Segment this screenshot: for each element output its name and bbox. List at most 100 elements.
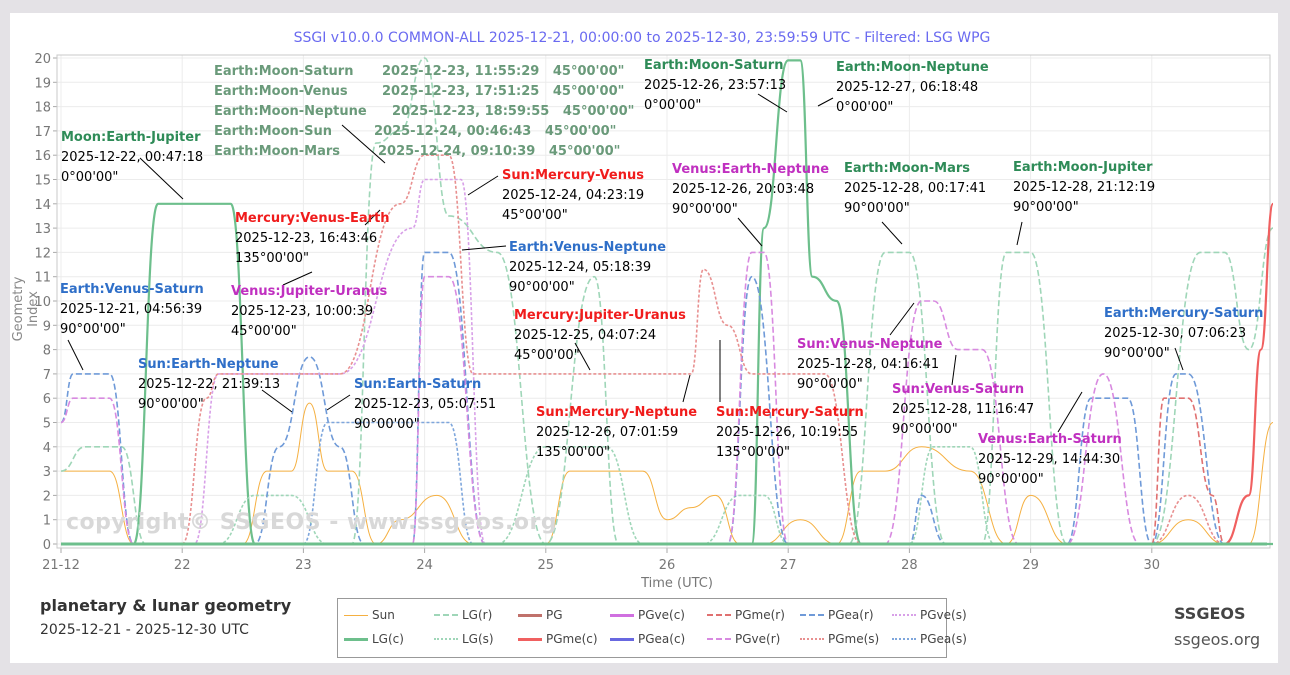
annotation-leader-line <box>1057 391 1083 433</box>
chart-legend: Sun LG(r) PG PGve(c) PGme(r) PGea(r) PGve(s) LG… <box>337 598 967 658</box>
legend-item[interactable]: LG(c) <box>344 632 404 646</box>
y-tick-label: 11 <box>34 271 51 286</box>
legend-swatch-icon <box>344 614 368 616</box>
x-tick-label: 28 <box>901 558 918 573</box>
series-line-pgea-s- <box>302 421 474 545</box>
y-axis-label: Geometry Index <box>11 276 41 342</box>
annotation-venus-jupiter-uranus: Venus:Jupiter-Uranus 2025-12-23, 10:00:3… <box>231 284 388 339</box>
legend-label: PGea(c) <box>638 632 686 646</box>
legend-item[interactable]: PGea(c) <box>610 632 685 646</box>
annotation-leader-line <box>1016 221 1023 246</box>
x-tick-label: 26 <box>659 558 676 573</box>
x-tick-label: 29 <box>1022 558 1039 573</box>
y-tick-label: 16 <box>34 149 51 164</box>
y-tick-label: 7 <box>43 368 51 383</box>
earth-moon-group-time: 2025-12-23, 11:55:29 45°00'00" <box>382 64 625 79</box>
y-tick-label: 17 <box>34 125 51 140</box>
legend-label: Sun <box>372 608 395 622</box>
legend-item[interactable]: Sun <box>344 608 395 622</box>
x-tick-label: 27 <box>780 558 797 573</box>
annotation-mercury-jupiter-uranus: Mercury:Jupiter-Uranus 2025-12-25, 04:07… <box>514 308 686 363</box>
annotation-earth-moon-neptune: Earth:Moon-Neptune 2025-12-27, 06:18:48 … <box>836 60 989 115</box>
y-tick-label: 1 <box>43 514 51 529</box>
annotation-leader-line <box>574 342 591 371</box>
legend-item[interactable]: PGme(c) <box>518 632 598 646</box>
legend-swatch-icon <box>610 637 634 641</box>
x-tick-label: 25 <box>538 558 555 573</box>
legend-swatch-icon <box>800 638 824 640</box>
legend-swatch-icon <box>707 614 731 616</box>
annotation-earth-venus-neptune: Earth:Venus-Neptune 2025-12-24, 05:18:39… <box>509 240 667 295</box>
legend-item[interactable]: PGea(s) <box>892 632 967 646</box>
y-tick-label: 19 <box>34 76 51 91</box>
annotation-leader-line <box>737 217 763 247</box>
annotation-leader-line <box>467 175 499 196</box>
legend-item[interactable]: PGme(s) <box>800 632 879 646</box>
annotation-venus-earth-saturn: Venus:Earth-Saturn 2025-12-29, 14:44:30 … <box>978 432 1122 487</box>
series-line-pgme-c- <box>1224 202 1275 546</box>
series-line-pgve-r- <box>60 251 1141 545</box>
footer-date-range: 2025-12-21 - 2025-12-30 UTC <box>40 622 249 638</box>
x-tick-label: 24 <box>416 558 433 573</box>
legend-swatch-icon <box>892 638 916 640</box>
legend-item[interactable]: LG(s) <box>434 632 494 646</box>
legend-swatch-icon <box>892 614 916 616</box>
annotation-mercury-venus-earth: Mercury:Venus-Earth 2025-12-23, 16:43:46… <box>235 211 390 266</box>
earth-moon-group-name: Earth:Moon-Neptune <box>214 104 367 119</box>
annotation-leader-line <box>326 394 351 411</box>
series-line-sun <box>60 402 1274 545</box>
legend-label: LG(r) <box>462 608 493 622</box>
legend-item[interactable]: PGea(r) <box>800 608 874 622</box>
legend-label: PGme(c) <box>546 632 598 646</box>
y-tick-label: 14 <box>34 198 51 213</box>
y-tick-label: 18 <box>34 101 51 116</box>
earth-moon-group-name: Earth:Moon-Sun <box>214 124 333 139</box>
legend-swatch-icon <box>610 613 634 617</box>
scrollbar-track[interactable] <box>1280 0 1290 675</box>
legend-label: LG(s) <box>462 632 494 646</box>
legend-label: PG <box>546 608 563 622</box>
legend-label: PGea(s) <box>920 632 967 646</box>
legend-item[interactable]: LG(r) <box>434 608 492 622</box>
annotation-earth-moon-mars: Earth:Moon-Mars 2025-12-28, 00:17:41 90°… <box>844 161 987 216</box>
earth-moon-group-time: 2025-12-23, 18:59:55 45°00'00" <box>392 104 635 119</box>
legend-item[interactable]: PGme(r) <box>707 608 785 622</box>
legend-label: LG(c) <box>372 632 404 646</box>
x-axis-label: Time (UTC) <box>641 576 713 591</box>
legend-label: PGea(r) <box>828 608 874 622</box>
annotation-leader-line <box>889 302 915 336</box>
legend-swatch-icon <box>344 637 368 641</box>
legend-item[interactable]: PGve(r) <box>707 632 780 646</box>
earth-moon-group-name: Earth:Moon-Venus <box>214 84 348 99</box>
legend-label: PGme(r) <box>735 608 785 622</box>
y-tick-label: 13 <box>34 222 51 237</box>
legend-item[interactable]: PGve(c) <box>610 608 685 622</box>
annotation-earth-moon-jupiter: Earth:Moon-Jupiter 2025-12-28, 21:12:19 … <box>1013 160 1156 215</box>
annotation-leader-line <box>139 157 184 200</box>
y-tick-label: 20 <box>34 52 51 67</box>
y-tick-label: 3 <box>43 465 51 480</box>
series-line-pgme-r- <box>1151 397 1226 545</box>
watermark: copyright© SSGEOS - www.ssgeos.org <box>66 510 558 535</box>
legend-swatch-icon <box>800 614 824 616</box>
chart-card <box>10 13 1278 663</box>
y-tick-label: 8 <box>43 344 51 359</box>
legend-swatch-icon <box>707 638 731 640</box>
series-line-pgve-s- <box>121 178 486 545</box>
annotation-moon-earth-jupiter: Moon:Earth-Jupiter 2025-12-22, 00:47:18 … <box>61 130 204 185</box>
chart-title: SSGI v10.0.0 COMMON-ALL 2025-12-21, 00:0… <box>293 30 991 46</box>
earth-moon-group-time: 2025-12-24, 00:46:43 45°00'00" <box>374 124 617 139</box>
x-tick-label: 21-12 <box>42 558 80 573</box>
annotation-sun-mercury-saturn: Sun:Mercury-Saturn 2025-12-26, 10:19:55 … <box>716 405 864 460</box>
y-tick-label: 12 <box>34 246 51 261</box>
legend-item[interactable]: PGve(s) <box>892 608 967 622</box>
annotation-sun-mercury-neptune: Sun:Mercury-Neptune 2025-12-26, 07:01:59… <box>536 405 698 460</box>
legend-item[interactable]: PG <box>518 608 563 622</box>
annotation-leader-line <box>461 245 507 251</box>
annotation-leader-line <box>757 93 788 113</box>
legend-swatch-icon <box>518 637 542 641</box>
y-tick-label: 4 <box>43 441 51 456</box>
footer-title: planetary & lunar geometry <box>40 596 292 615</box>
series-line-lg-s- <box>218 445 995 545</box>
